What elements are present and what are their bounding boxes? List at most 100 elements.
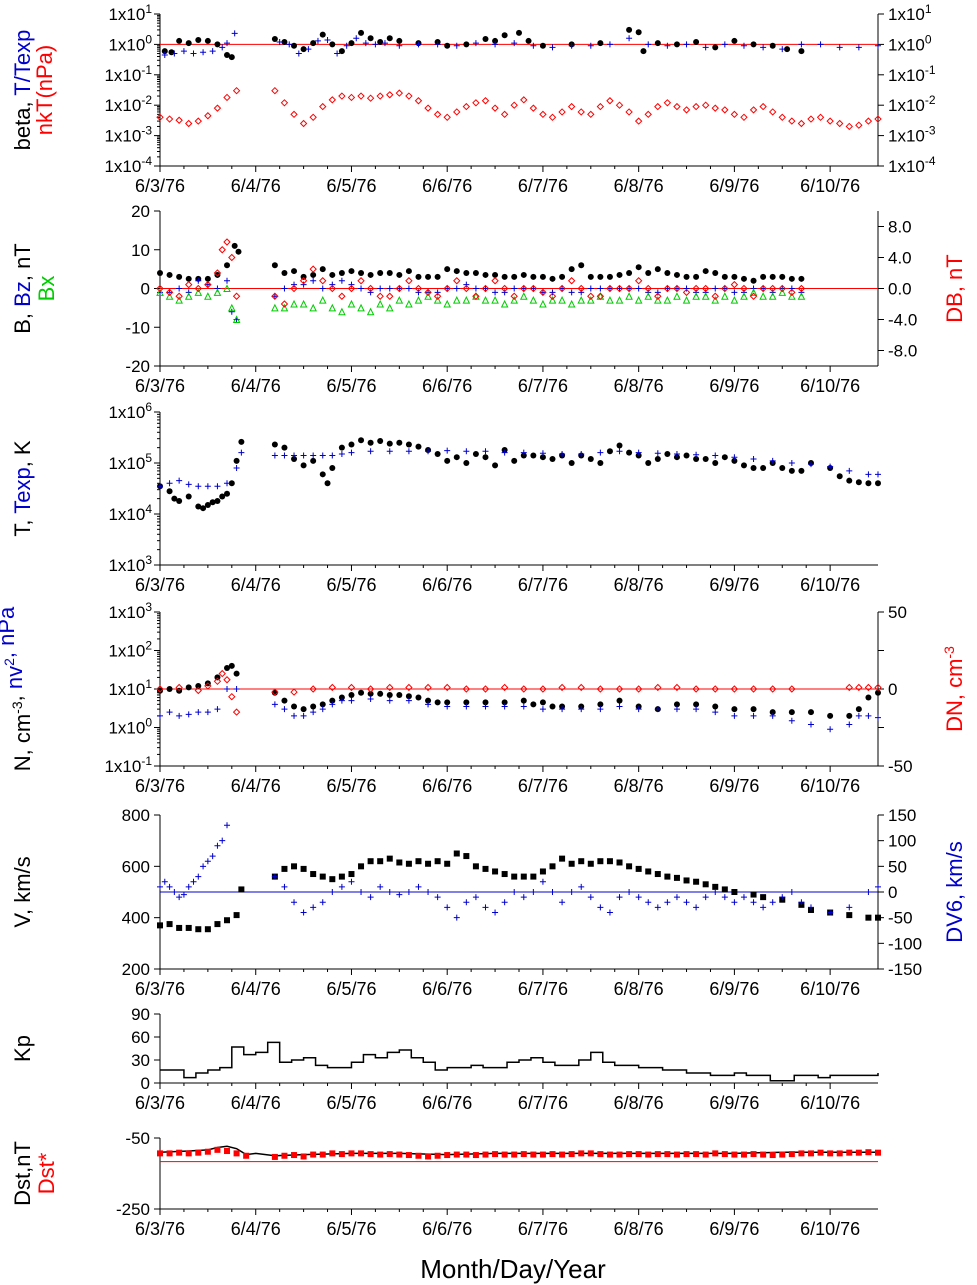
data-point <box>443 299 452 308</box>
data-point <box>731 37 738 44</box>
data-point <box>568 289 575 296</box>
data-point <box>750 464 757 471</box>
data-point <box>549 455 556 462</box>
data-point <box>731 889 738 895</box>
data-point <box>596 292 605 300</box>
data-point <box>587 292 595 300</box>
data-point <box>224 51 231 58</box>
data-point <box>329 271 336 278</box>
data-point <box>730 685 739 693</box>
data-point <box>434 289 441 296</box>
data-point <box>492 37 499 44</box>
data-point <box>511 889 518 895</box>
data-point <box>300 706 307 713</box>
data-point <box>626 270 633 276</box>
data-point <box>846 712 853 719</box>
data-point <box>209 48 216 55</box>
data-point <box>214 483 221 490</box>
data-point <box>424 288 432 297</box>
data-point <box>224 40 231 47</box>
data-point <box>875 883 881 890</box>
data-point <box>156 685 164 693</box>
data-point <box>510 101 518 109</box>
data-point <box>204 280 212 289</box>
data-point <box>324 36 331 43</box>
data-point <box>299 277 308 285</box>
data-point <box>731 457 738 464</box>
data-point <box>693 904 700 911</box>
data-point <box>769 899 776 906</box>
data-point <box>386 889 393 895</box>
data-point <box>827 463 834 470</box>
data-point <box>578 262 585 269</box>
data-point <box>769 273 776 280</box>
data-point <box>348 281 355 288</box>
y2-tick-label: -4.0 <box>888 311 917 330</box>
x-tick-label: 6/6/76 <box>422 575 472 595</box>
data-point <box>338 873 345 880</box>
data-point <box>415 883 422 890</box>
data-point <box>549 44 556 51</box>
data-point <box>673 41 680 48</box>
data-point <box>204 709 211 716</box>
data-point <box>634 296 643 304</box>
data-point <box>195 926 202 933</box>
data-point <box>204 1148 211 1155</box>
data-point <box>444 699 451 706</box>
data-point <box>712 709 719 716</box>
data-point <box>168 49 175 56</box>
y2-tick-label: 1x100 <box>888 32 932 54</box>
data-point <box>596 292 605 300</box>
data-point <box>175 683 183 692</box>
data-point <box>596 102 605 111</box>
data-point <box>798 48 805 55</box>
data-point <box>721 894 728 901</box>
data-point <box>616 448 623 455</box>
data-point <box>759 284 767 293</box>
x-tick-label: 6/4/76 <box>231 376 281 396</box>
data-point <box>224 822 231 829</box>
data-point <box>415 858 422 865</box>
data-point <box>396 285 403 292</box>
data-point <box>654 683 662 692</box>
data-point <box>224 1148 231 1155</box>
data-point <box>539 699 546 706</box>
data-point <box>577 108 585 116</box>
data-point <box>807 721 814 728</box>
data-point <box>606 909 613 916</box>
data-point <box>291 863 298 870</box>
data-point <box>291 268 298 275</box>
data-point <box>615 284 624 293</box>
data-point <box>693 451 700 458</box>
data-point <box>559 1151 566 1158</box>
data-point <box>444 860 451 867</box>
data-point <box>798 1150 805 1157</box>
data-point <box>788 117 796 125</box>
data-point <box>405 693 412 700</box>
data-point <box>433 296 442 304</box>
data-point <box>520 284 528 293</box>
data-point <box>233 686 240 692</box>
data-point <box>549 289 556 296</box>
data-point <box>827 909 834 916</box>
data-point <box>798 41 805 48</box>
data-point <box>836 1150 843 1157</box>
data-point <box>166 709 173 716</box>
data-point <box>166 686 173 692</box>
data-point <box>376 92 384 100</box>
data-point <box>768 685 777 693</box>
data-point <box>425 448 432 455</box>
data-point <box>367 271 374 278</box>
y-axis-label-V: V, km/s <box>10 856 35 927</box>
data-point <box>750 455 757 462</box>
data-point <box>482 699 489 706</box>
data-point <box>683 899 690 906</box>
data-point <box>731 273 738 280</box>
data-point <box>223 676 231 684</box>
data-point <box>319 266 326 273</box>
data-point <box>865 694 872 701</box>
data-point <box>204 112 212 120</box>
data-point <box>367 894 374 901</box>
data-point <box>214 674 221 681</box>
x-tick-label: 6/4/76 <box>231 1093 281 1113</box>
